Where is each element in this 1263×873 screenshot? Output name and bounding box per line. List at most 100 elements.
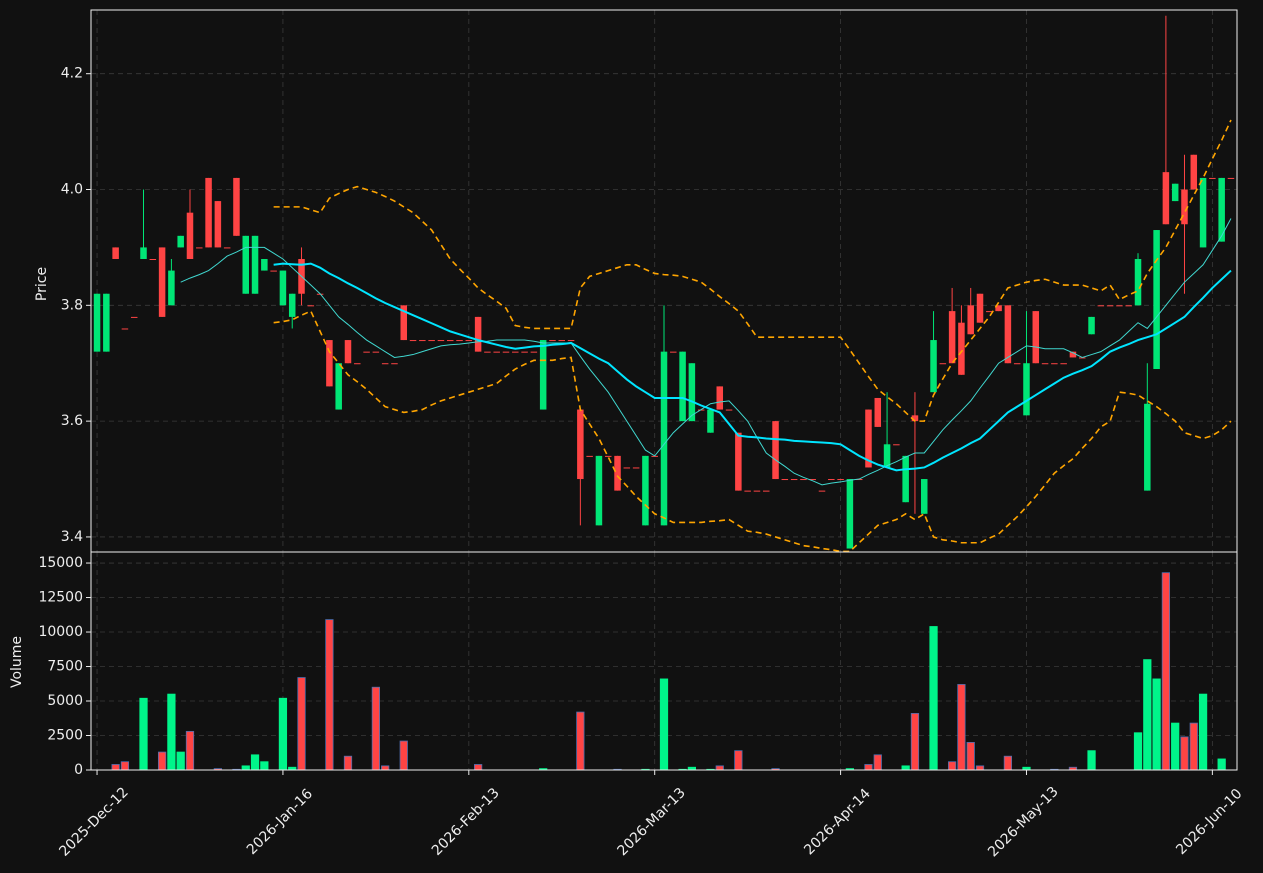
candle-body [400, 305, 408, 341]
y-tick-label: 12500 [38, 590, 83, 606]
y-tick-label: 3.4 [61, 529, 83, 545]
candle-body [223, 247, 231, 249]
candle-body [307, 305, 315, 307]
candle-body [1116, 305, 1123, 307]
candle-body [409, 340, 417, 342]
volume-bar [381, 765, 390, 771]
y-tick-label: 0 [74, 762, 83, 778]
candle-body [158, 247, 166, 317]
volume-bar [734, 750, 743, 771]
candle-body [920, 479, 928, 514]
candle-body [419, 340, 426, 342]
candle-body [354, 363, 361, 365]
candle-body [1171, 183, 1179, 202]
candle-body [474, 316, 482, 352]
volume-bar [901, 765, 910, 771]
indicator-line [273, 262, 1232, 472]
candle-body [177, 235, 184, 248]
volume-bar [1217, 758, 1226, 771]
candle-body [670, 351, 677, 353]
volume-bar [371, 686, 380, 771]
candle-body [446, 340, 454, 342]
candle-body [93, 293, 101, 352]
candle-body [465, 340, 473, 342]
candle-body [623, 467, 631, 469]
candle-body [140, 247, 147, 259]
volume-bar [1133, 732, 1143, 771]
candle-body [772, 421, 779, 480]
candle-body [261, 258, 268, 271]
volume-bar [1198, 693, 1208, 771]
candle-body [1032, 311, 1040, 364]
y-tick-label: 5000 [47, 693, 83, 709]
candle-body [604, 455, 612, 457]
candle-body [818, 490, 826, 492]
volume-bar [111, 764, 120, 771]
y-tick-label: 15000 [38, 555, 83, 571]
volume-bar [929, 626, 938, 771]
candle-body [381, 363, 389, 365]
candle-body [1051, 363, 1058, 365]
candle-body [149, 258, 157, 260]
volume-bar [948, 761, 957, 771]
candle-body [725, 409, 733, 411]
volume-bar [659, 678, 669, 771]
candle-body [1218, 177, 1225, 242]
volume-bar [1143, 659, 1152, 771]
candle-body [270, 270, 277, 272]
volume-bar [167, 693, 176, 771]
candle-body [753, 490, 761, 492]
volume-bar [185, 730, 195, 771]
candle-body [1013, 363, 1021, 365]
candle-body [930, 340, 937, 393]
candle-body [809, 479, 816, 481]
candle-body [1106, 305, 1114, 307]
volume-bar [1087, 750, 1096, 771]
volume-bar [473, 764, 483, 771]
candle-body [1181, 189, 1188, 225]
candle-body [288, 293, 296, 317]
candle-body [967, 305, 974, 335]
volume-bar [864, 764, 873, 771]
candle-body [744, 490, 751, 492]
candle-body [242, 235, 250, 294]
candle-body [1125, 305, 1132, 307]
candle-body [679, 351, 686, 422]
candle-body [688, 363, 696, 422]
candle-body [1097, 305, 1105, 307]
volume-bar [576, 711, 585, 771]
candle-body [948, 311, 956, 364]
candle-body [1060, 363, 1067, 365]
candle-body [121, 328, 129, 330]
candle-body [1004, 305, 1012, 364]
candle-body [902, 455, 909, 503]
candle-body [233, 177, 240, 236]
candle-body [1209, 177, 1216, 179]
candle-body [456, 340, 463, 342]
candle-body [1041, 363, 1049, 365]
candle-body [614, 455, 621, 491]
candle-body [344, 340, 352, 364]
candle-body [828, 479, 835, 481]
volume-bar [1171, 722, 1180, 771]
candle-body [558, 340, 566, 342]
candle-body [939, 363, 947, 365]
candle-body [632, 467, 640, 469]
volume-bar [176, 751, 185, 771]
candle-body [279, 270, 287, 306]
candle-body [1088, 316, 1095, 335]
candle-body [130, 316, 138, 318]
volume-bar [120, 761, 130, 771]
candle-body [205, 177, 212, 248]
volume-bar [966, 742, 975, 771]
indicator-line [273, 119, 1232, 422]
candle-body [762, 490, 770, 492]
y-tick-label: 10000 [38, 624, 83, 640]
candle-body [716, 386, 724, 410]
candle-body [595, 455, 603, 526]
candle-body [1023, 363, 1030, 416]
candle-body [865, 409, 872, 468]
